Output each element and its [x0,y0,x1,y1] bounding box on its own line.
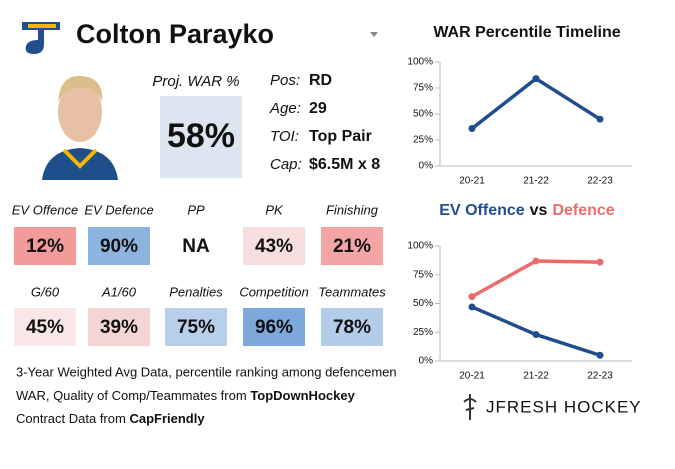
bio: Pos: RD Age: 29 TOI: Top Pair Cap: $6.5M x 8 [269,72,380,173]
projection-value: 58% [167,117,235,155]
data-point [468,303,476,311]
title-part: Defence [552,202,614,219]
stat-box [243,227,305,265]
stat-label: Finishing [326,202,379,217]
y-tick-label: 50% [413,109,433,120]
source: TopDownHockey [250,388,355,403]
x-tick-label: 20-21 [459,176,485,187]
bio-label: Cap: [270,156,302,173]
y-tick-label: 75% [413,83,433,94]
series-line [470,76,601,130]
data-point [468,125,476,133]
stat-label: A1/60 [101,284,137,299]
stat-box [243,308,305,346]
stat-tiles: EV Offence 12% EV Defence 90% PP NA PK 43% Finis… [12,202,386,346]
stat-box [88,227,150,265]
x-tick-label: 21-22 [523,176,549,187]
stat-label: PK [265,202,284,217]
player-name: Colton Parayko [76,19,274,49]
footer-contract-source: Contract Data from CapFriendly [16,411,205,426]
data-point [596,351,604,359]
stat-label: PP [187,202,205,217]
data-point [596,258,604,266]
stat-label: Penalties [169,284,223,299]
source: CapFriendly [129,411,205,426]
stat-value: 43% [255,236,293,257]
stat-box [165,308,227,346]
chart-title: WAR Percentile Timeline [433,24,620,41]
brand-text: JFRESH HOCKEY [486,397,642,416]
team-logo [22,22,60,54]
brand-mark [463,394,477,420]
title-part: EV Offence [439,202,524,219]
stat-label: EV Defence [84,202,153,217]
stat-value: 39% [100,317,138,338]
stat-box [321,227,383,265]
data-point [532,331,540,339]
stat-value: 12% [26,236,64,257]
bio-label: Age: [269,100,301,117]
chart-title: EV Offence vs Defence [439,202,615,219]
stat-label: EV Offence [12,202,78,217]
stat-value: 90% [100,236,138,257]
stat-value: 96% [255,317,293,338]
bio-value: RD [309,72,332,89]
y-tick-label: 0% [419,356,434,367]
bio-value: 29 [309,100,327,117]
y-tick-label: 25% [413,327,433,338]
data-point [532,75,540,83]
stat-value: 75% [177,317,215,338]
y-tick-label: 50% [413,298,433,309]
stat-value: NA [182,236,210,257]
stat-box [165,227,227,265]
projection-label: Proj. WAR % [152,73,239,90]
player-photo [40,72,128,180]
stat-value: 45% [26,317,64,338]
stat-label: Teammates [318,284,386,299]
y-tick-label: 25% [413,135,433,146]
x-tick-label: 21-22 [523,371,549,382]
y-tick-label: 0% [419,161,434,172]
footer-war-source: WAR, Quality of Comp/Teammates from TopD… [16,388,356,403]
dropdown-arrow[interactable] [370,32,378,37]
projection-box [160,96,242,178]
stat-box [321,308,383,346]
x-tick-label: 20-21 [459,371,485,382]
title-part: vs [530,202,548,219]
y-tick-label: 100% [407,241,433,252]
line-chart: EV Offence vs Defence 0% 25% 50% 75% 100% 20-21 2… [407,202,632,382]
bio-value: $6.5M x 8 [309,156,380,173]
text: Contract Data from [16,411,126,426]
stat-box [14,227,76,265]
series-line [471,259,601,299]
footer-note: 3-Year Weighted Avg Data, percentile ran… [16,364,397,379]
stat-value: 21% [333,236,371,257]
data-point [596,115,604,123]
bio-label: Pos: [270,72,300,89]
x-tick-label: 22-23 [587,371,613,382]
stat-label: G/60 [31,284,60,299]
stat-box [14,308,76,346]
y-tick-label: 100% [407,57,433,68]
line-chart: WAR Percentile Timeline 0% 25% 50% 75% 100% 20… [407,24,632,187]
stat-label: Competition [239,284,308,299]
bio-label: TOI: [270,128,299,145]
bio-value: Top Pair [309,128,372,145]
data-point [532,257,540,265]
stat-value: 78% [333,317,371,338]
x-tick-label: 22-23 [587,176,613,187]
stat-box [88,308,150,346]
data-point [468,293,476,301]
text: WAR, Quality of Comp/Teammates from [16,388,247,403]
y-tick-label: 75% [413,269,433,280]
